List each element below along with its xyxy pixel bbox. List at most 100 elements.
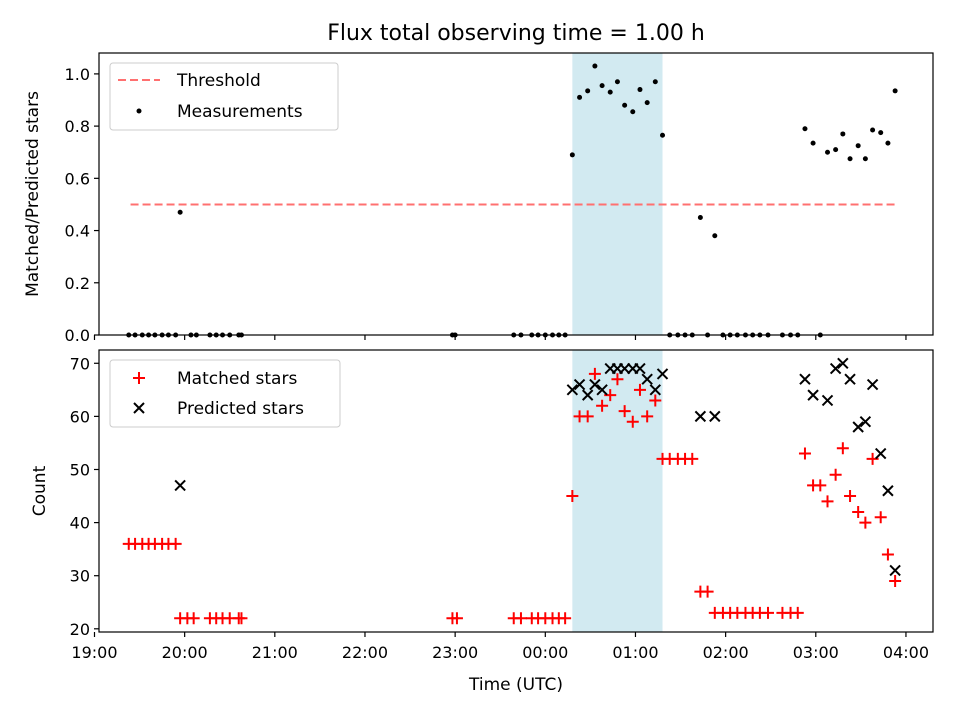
matched-star-point bbox=[649, 394, 662, 407]
matched-star-point bbox=[686, 452, 699, 465]
x-tick-label: 20:00 bbox=[162, 643, 208, 662]
measurement-point bbox=[878, 130, 884, 136]
top-y-axis-ticks: 0.0 0.2 0.4 0.6 0.8 1.0 bbox=[65, 65, 99, 345]
matched-star-point bbox=[588, 367, 601, 380]
x-tick-label: 23:00 bbox=[432, 643, 478, 662]
predicted-star-point bbox=[829, 362, 842, 375]
predicted-star-point bbox=[709, 410, 721, 423]
matched-star-point bbox=[633, 383, 646, 396]
predicted-star-point bbox=[807, 389, 819, 401]
y-tick-label: 1.0 bbox=[65, 65, 90, 84]
legend-matched-label: Matched stars bbox=[177, 369, 297, 389]
matched-star-point bbox=[641, 410, 654, 423]
measurement-point bbox=[599, 83, 605, 89]
x-tick-label: 19:00 bbox=[71, 643, 117, 662]
measurement-point bbox=[855, 143, 861, 149]
matched-star-point bbox=[596, 399, 609, 412]
measurement-point bbox=[585, 88, 591, 94]
top-y-axis-label: Matched/Predicted stars bbox=[23, 91, 43, 297]
y-tick-label: 40 bbox=[70, 514, 90, 533]
predicted-star-point bbox=[852, 421, 864, 433]
x-axis-label: Time (UTC) bbox=[468, 675, 563, 695]
bottom-y-axis-ticks: 20 30 40 50 60 70 bbox=[70, 354, 99, 639]
measurement-point bbox=[177, 209, 183, 215]
predicted-star-point bbox=[566, 384, 579, 396]
matched-star-point bbox=[611, 373, 624, 386]
matched-stars-points bbox=[122, 367, 902, 625]
y-tick-label: 0.8 bbox=[65, 117, 90, 136]
x-tick-label: 21:00 bbox=[252, 643, 298, 662]
matched-star-point bbox=[762, 606, 775, 619]
matched-star-point bbox=[450, 612, 463, 625]
matched-star-point bbox=[169, 537, 182, 550]
x-tick-label: 03:00 bbox=[793, 643, 839, 662]
matched-star-point bbox=[187, 612, 200, 625]
y-tick-label: 0.0 bbox=[65, 326, 90, 345]
matched-star-point bbox=[889, 575, 902, 588]
measurement-point bbox=[637, 87, 643, 93]
legend-threshold-label: Threshold bbox=[176, 71, 261, 91]
matched-star-point bbox=[235, 612, 248, 625]
y-tick-label: 70 bbox=[70, 354, 90, 373]
measurement-point bbox=[885, 140, 891, 146]
y-tick-label: 0.2 bbox=[65, 274, 90, 293]
matched-star-point bbox=[881, 548, 894, 561]
matched-star-point bbox=[566, 490, 579, 503]
measurement-point bbox=[825, 149, 831, 155]
x-tick-label: 01:00 bbox=[612, 643, 658, 662]
top-legend-box bbox=[109, 62, 339, 131]
bottom-y-axis-label: Count bbox=[30, 465, 50, 516]
predicted-star-point bbox=[889, 564, 901, 577]
matched-star-point bbox=[859, 516, 872, 529]
bottom-plot-frame bbox=[98, 349, 934, 633]
predicted-stars-points bbox=[174, 357, 901, 577]
predicted-star-point bbox=[844, 373, 856, 385]
predicted-star-point bbox=[174, 479, 186, 492]
legend-measurement-swatch bbox=[136, 108, 142, 114]
measurement-point bbox=[607, 89, 613, 95]
y-tick-label: 30 bbox=[70, 567, 90, 586]
predicted-star-point bbox=[649, 384, 662, 396]
predicted-star-point bbox=[799, 373, 811, 385]
bottom-x-axis-ticks: 19:00 20:00 21:00 22:00 23:00 00:00 01:00 02:00… bbox=[71, 632, 929, 662]
predicted-star-point bbox=[821, 394, 834, 407]
predicted-star-point bbox=[581, 389, 594, 401]
measurement-point bbox=[614, 79, 620, 85]
top-plot-frame bbox=[98, 52, 934, 336]
chart-title: Flux total observing time = 1.00 h bbox=[327, 21, 705, 46]
legend-matched-swatch bbox=[133, 372, 145, 384]
predicted-star-point bbox=[573, 378, 586, 391]
observing-window-highlight-top bbox=[572, 53, 663, 335]
measurement-point bbox=[847, 156, 853, 162]
predicted-star-point bbox=[837, 357, 849, 369]
measurement-point bbox=[644, 100, 650, 106]
measurement-point bbox=[892, 88, 898, 94]
x-tick-label: 22:00 bbox=[342, 643, 388, 662]
matched-star-point bbox=[844, 490, 857, 503]
predicted-star-point bbox=[694, 410, 707, 423]
matched-star-point bbox=[852, 505, 865, 518]
predicted-star-point bbox=[859, 415, 872, 428]
measurement-point bbox=[652, 79, 658, 85]
y-tick-label: 20 bbox=[70, 620, 90, 639]
predicted-star-point bbox=[866, 378, 879, 391]
matched-star-point bbox=[798, 447, 811, 460]
y-tick-label: 60 bbox=[70, 407, 90, 426]
matched-star-point bbox=[618, 405, 631, 418]
measurement-point bbox=[833, 147, 839, 153]
y-tick-label: 50 bbox=[70, 460, 90, 479]
top-legend: Threshold Measurements bbox=[109, 62, 339, 131]
legend-predicted-label: Predicted stars bbox=[177, 399, 304, 419]
bottom-panel: 20 30 40 50 60 70 19:00 20:00 21:00 22:00 23:00 00… bbox=[30, 349, 934, 695]
measurement-point bbox=[697, 215, 703, 220]
matched-star-point bbox=[814, 479, 827, 492]
measurement-point bbox=[592, 63, 598, 69]
measurement-point bbox=[810, 140, 816, 146]
x-tick-label: 00:00 bbox=[522, 643, 568, 662]
legend-predicted-swatch bbox=[133, 402, 145, 414]
measurement-point bbox=[840, 131, 846, 137]
measurement-point bbox=[569, 152, 575, 158]
matched-star-point bbox=[626, 415, 639, 428]
predicted-star-point bbox=[618, 362, 631, 375]
measurement-point bbox=[630, 109, 636, 115]
